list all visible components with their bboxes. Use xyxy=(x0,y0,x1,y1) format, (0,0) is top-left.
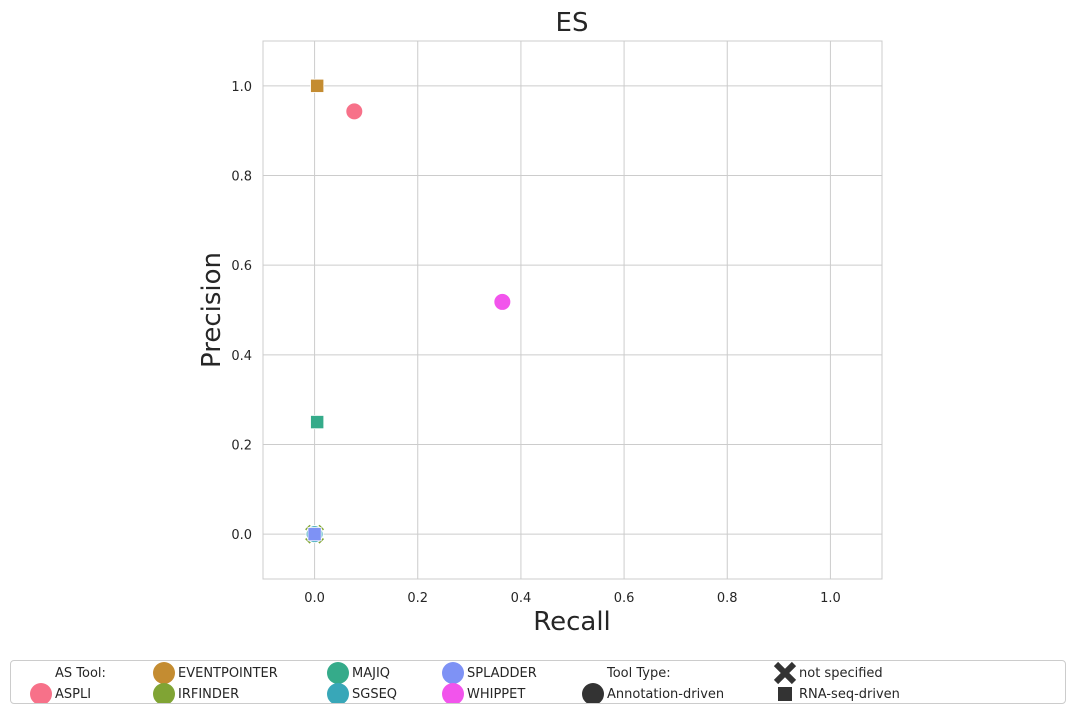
legend-marker-circle xyxy=(327,683,349,705)
y-axis-label: Precision xyxy=(197,252,227,368)
chart-title: ES xyxy=(556,8,589,38)
x-tick-label: 0.4 xyxy=(511,591,532,606)
point-eventpointer xyxy=(310,78,325,93)
legend-label: SGSEQ xyxy=(352,687,397,702)
legend-header: Tool Type: xyxy=(606,666,671,681)
legend-label: SPLADDER xyxy=(467,666,537,681)
scatter-chart: ES 0.0 0.2 0.4 0.6 0.8 1.00.00.20.40.60.81.0 … xyxy=(197,8,883,637)
legend-label: IRFINDER xyxy=(178,687,239,702)
legend-marker-circle xyxy=(153,662,175,684)
legend-marker-circle xyxy=(442,662,464,684)
x-tick-label: 0.6 xyxy=(614,591,635,606)
y-tick-label: 0.4 xyxy=(231,349,252,364)
legend-label: not specified xyxy=(799,666,883,681)
x-tick-label: 0.8 xyxy=(717,591,738,606)
legend-marker-x xyxy=(773,661,797,685)
point-spladder xyxy=(307,527,322,542)
legend-marker-circle xyxy=(30,683,52,705)
y-tick-label: 0.6 xyxy=(231,259,252,274)
legend-label: WHIPPET xyxy=(467,687,525,702)
x-axis-label: Recall xyxy=(533,607,611,637)
point-whippet xyxy=(493,292,512,311)
y-tick-label: 1.0 xyxy=(231,80,252,95)
legend-header: AS Tool: xyxy=(55,666,106,681)
legend: AS Tool: ASPLI EVENTPOINTER IRFINDER MAJIQ SG… xyxy=(10,660,1066,705)
x-tick-label: 1.0 xyxy=(820,591,841,606)
y-tick-label: 0.2 xyxy=(231,439,252,454)
legend-label: RNA-seq-driven xyxy=(799,687,900,702)
legend-marker-circle xyxy=(582,683,604,705)
plot-frame xyxy=(262,40,883,580)
y-tick-label: 0.8 xyxy=(231,170,252,185)
legend-entries: AS Tool: ASPLI EVENTPOINTER IRFINDER MAJIQ SG… xyxy=(30,661,900,705)
x-tick-label: 0.2 xyxy=(407,591,428,606)
legend-marker-circle xyxy=(327,662,349,684)
legend-marker-circle xyxy=(442,683,464,705)
y-tick-label: 0.0 xyxy=(231,528,252,543)
legend-marker-circle xyxy=(153,683,175,705)
legend-label: EVENTPOINTER xyxy=(178,666,278,681)
point-aspli xyxy=(345,102,364,121)
legend-marker-square xyxy=(778,687,792,701)
legend-label: Annotation-driven xyxy=(607,687,724,702)
plot-area: 0.0 0.2 0.4 0.6 0.8 1.0 0.0 0.2 0.4 0.6 0.8 1.0 xyxy=(231,40,883,606)
x-tick-label: 0.0 xyxy=(304,591,325,606)
legend-label: ASPLI xyxy=(55,687,91,702)
legend-label: MAJIQ xyxy=(352,666,390,681)
point-majiq xyxy=(310,415,325,430)
